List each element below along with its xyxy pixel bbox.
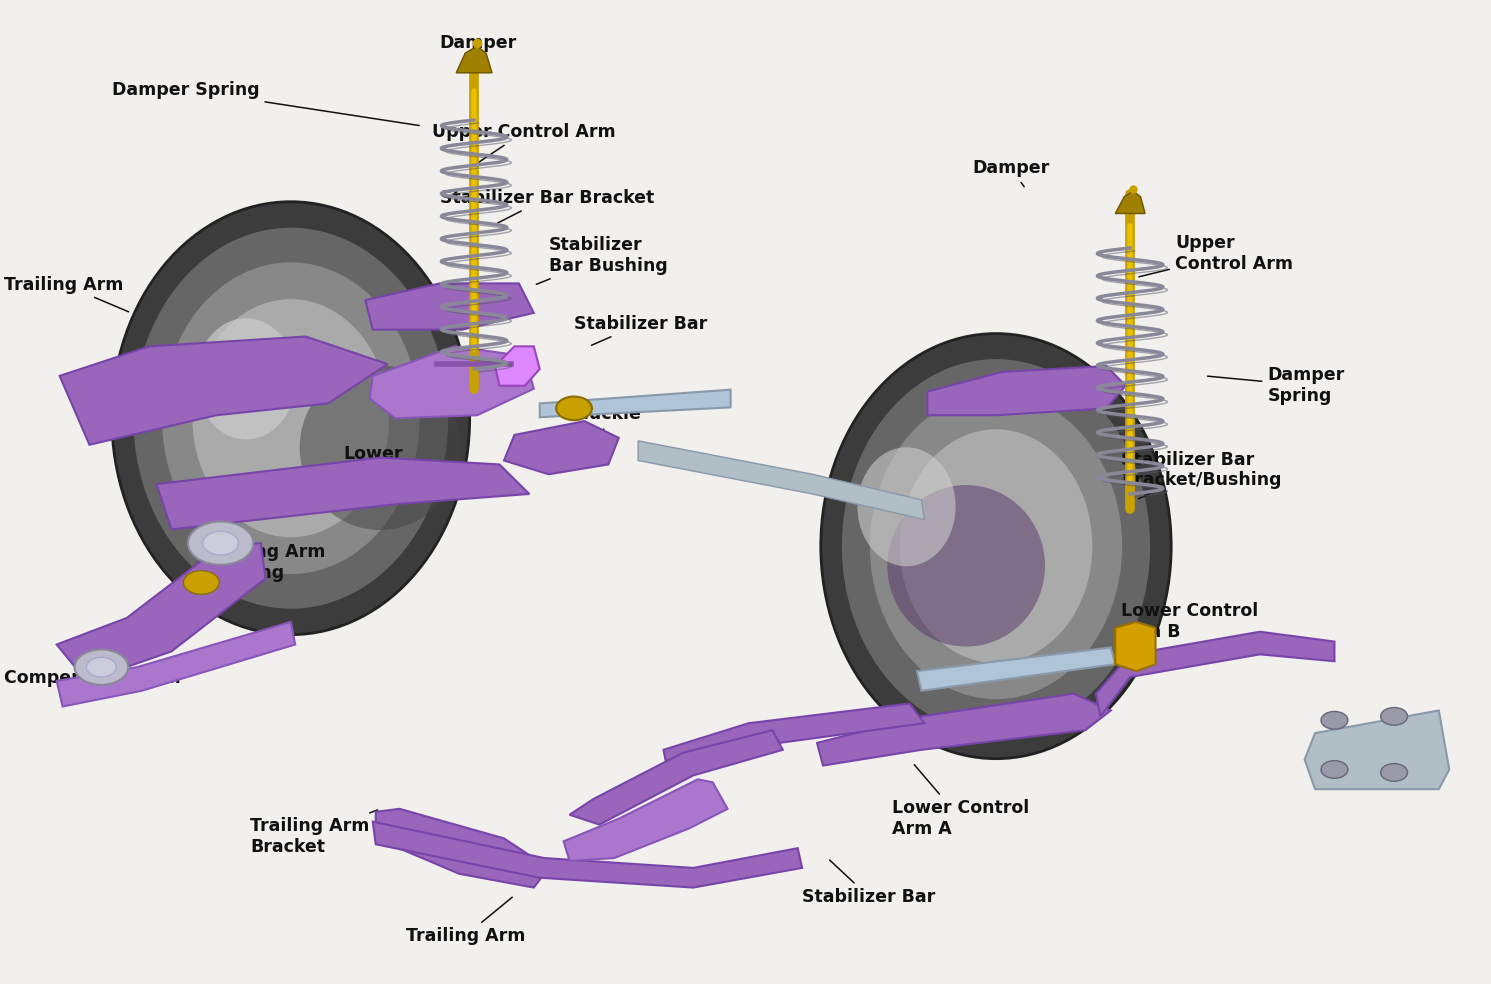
Ellipse shape <box>842 359 1150 733</box>
Ellipse shape <box>300 365 461 530</box>
Text: Stabilizer Bar Bracket: Stabilizer Bar Bracket <box>440 189 655 223</box>
Polygon shape <box>663 704 924 772</box>
Ellipse shape <box>192 299 389 537</box>
Polygon shape <box>60 337 388 445</box>
Circle shape <box>1321 761 1348 778</box>
Text: Stabilizer
Bar Bushing: Stabilizer Bar Bushing <box>537 236 668 284</box>
Text: Trailing Arm: Trailing Arm <box>4 276 128 312</box>
Polygon shape <box>540 390 731 417</box>
Polygon shape <box>370 346 534 418</box>
Circle shape <box>556 397 592 420</box>
Polygon shape <box>917 647 1115 691</box>
Polygon shape <box>456 46 492 73</box>
Text: Trailing Arm
Bushing: Trailing Arm Bushing <box>206 543 325 585</box>
Text: Stabilizer Bar: Stabilizer Bar <box>574 315 707 345</box>
Polygon shape <box>1115 622 1156 671</box>
Polygon shape <box>495 346 540 386</box>
Text: Damper: Damper <box>972 159 1050 187</box>
Polygon shape <box>1096 632 1334 716</box>
Polygon shape <box>57 622 295 707</box>
Circle shape <box>1321 711 1348 729</box>
Polygon shape <box>1305 710 1449 789</box>
Polygon shape <box>570 730 783 825</box>
Ellipse shape <box>133 227 449 609</box>
Text: Knuckle: Knuckle <box>564 405 641 431</box>
Text: Damper Spring: Damper Spring <box>112 81 419 126</box>
Circle shape <box>188 522 253 565</box>
Text: Compensator Arm: Compensator Arm <box>4 658 180 687</box>
Text: Stabilizer Bar: Stabilizer Bar <box>802 860 935 905</box>
Ellipse shape <box>112 202 470 635</box>
Circle shape <box>86 657 116 677</box>
Text: Damper: Damper <box>440 34 517 61</box>
Circle shape <box>203 531 239 555</box>
Circle shape <box>1381 764 1408 781</box>
Text: Damper
Spring: Damper Spring <box>1208 366 1345 404</box>
Text: Upper Control Arm: Upper Control Arm <box>432 123 616 163</box>
Text: Lower Control
Arm A: Lower Control Arm A <box>892 765 1029 837</box>
Circle shape <box>183 571 219 594</box>
Ellipse shape <box>857 448 956 566</box>
Text: Stabilizer Bar
Bracket/Bushing: Stabilizer Bar Bracket/Bushing <box>1121 451 1282 499</box>
Text: Upper
Control Arm: Upper Control Arm <box>1139 234 1293 277</box>
Text: Trailing Arm
Bracket: Trailing Arm Bracket <box>250 810 377 855</box>
Polygon shape <box>373 822 802 888</box>
Ellipse shape <box>899 429 1093 663</box>
Polygon shape <box>927 366 1126 415</box>
Polygon shape <box>504 421 619 474</box>
Polygon shape <box>564 779 728 861</box>
Text: Lower Control
Arm B: Lower Control Arm B <box>1115 602 1258 641</box>
Ellipse shape <box>163 263 419 574</box>
Ellipse shape <box>869 393 1123 700</box>
Polygon shape <box>365 283 534 330</box>
Polygon shape <box>1115 191 1145 214</box>
Polygon shape <box>57 543 265 681</box>
Polygon shape <box>157 458 529 529</box>
Ellipse shape <box>887 485 1045 646</box>
Circle shape <box>1381 707 1408 725</box>
Ellipse shape <box>195 318 297 440</box>
Polygon shape <box>817 694 1111 766</box>
Ellipse shape <box>820 334 1172 759</box>
Circle shape <box>75 649 128 685</box>
Polygon shape <box>376 809 549 888</box>
Text: Trailing Arm: Trailing Arm <box>406 897 525 945</box>
Text: Lower
Control
Arm: Lower Control Arm <box>343 445 414 505</box>
Polygon shape <box>638 441 924 520</box>
